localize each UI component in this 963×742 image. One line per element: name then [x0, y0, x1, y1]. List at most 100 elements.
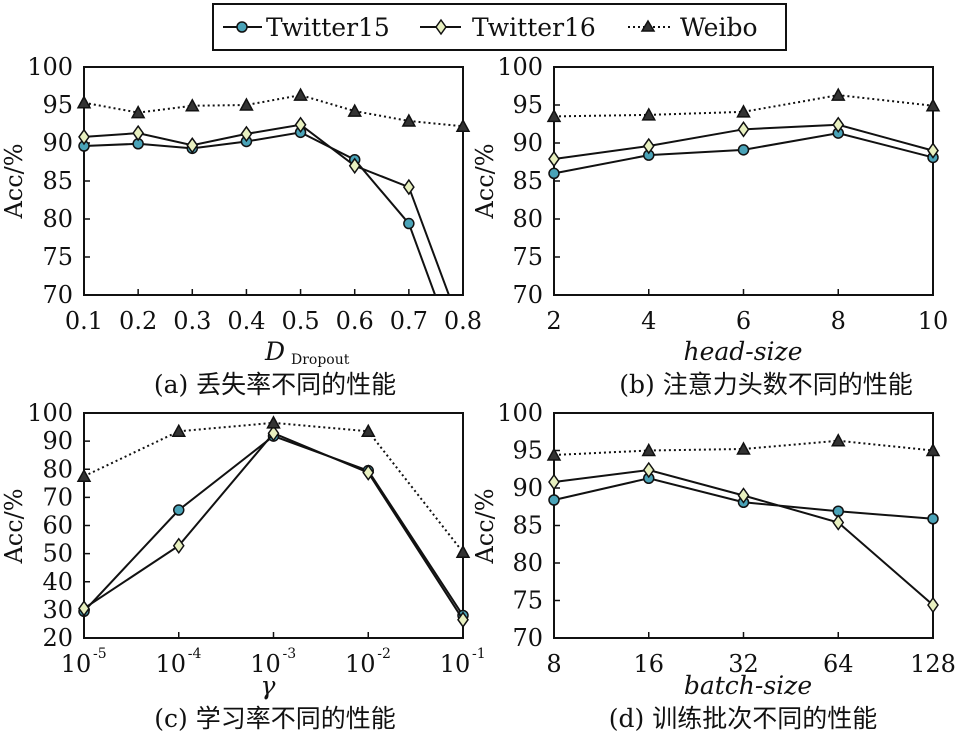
y-tick-label: 60: [42, 512, 73, 540]
data-point-triangle: [266, 415, 281, 429]
plot-frame: [83, 66, 464, 296]
y-tick-label: 100: [27, 399, 73, 427]
data-point-triangle: [293, 87, 308, 101]
x-axis-label: batch-size: [684, 671, 812, 700]
data-point-diamond: [348, 157, 361, 175]
data-point-diamond: [832, 116, 845, 134]
data-point-circle: [548, 494, 560, 506]
data-point-triangle: [76, 95, 92, 109]
legend-label-twitter15: Twitter15: [266, 13, 390, 42]
data-point-diamond: [737, 121, 750, 138]
y-tick-label: 100: [27, 53, 73, 81]
x-tick-label: 0.8: [444, 307, 482, 335]
data-point-triangle: [830, 433, 846, 447]
x-tick-exponent: -3: [283, 646, 297, 662]
x-tick-label: 32: [728, 650, 759, 678]
chart-panel-2: 70 75 80 85 90 95 100 2 4 6 8 10 Acc/% head-size (b) 注…: [471, 53, 948, 399]
data-point-triangle: [347, 103, 362, 117]
data-point-triangle: [455, 544, 471, 558]
x-tick-label: 6: [736, 307, 751, 335]
y-tick-label: 40: [42, 568, 73, 596]
series-line: [83, 434, 464, 617]
series-twitter15: [78, 430, 469, 622]
data-point-diamond: [78, 600, 90, 617]
y-tick-label: 85: [512, 512, 543, 540]
data-point-triangle: [130, 105, 146, 119]
data-point-diamond: [267, 424, 280, 442]
x-tick-label: 0.5: [281, 307, 319, 335]
data-point-diamond: [927, 596, 939, 614]
data-point-triangle: [171, 423, 187, 438]
x-tick-label: 4: [641, 307, 656, 335]
plot-frame: [553, 66, 934, 296]
data-point-diamond: [642, 137, 655, 155]
y-tick-label: 95: [512, 91, 543, 119]
data-point-diamond: [362, 464, 375, 481]
series-line: [553, 439, 934, 456]
data-point-triangle: [925, 98, 941, 112]
series-weibo: [76, 415, 471, 558]
y-tick-label: 75: [512, 243, 543, 271]
series-weibo: [546, 433, 941, 461]
data-point-triangle: [76, 468, 92, 483]
chart-panel-1: 70 75 80 85 90 95 100 0.1 0.2 0.3 0.4 0.5 0.6 0.7 0.8 A…: [0, 53, 482, 399]
series-line: [83, 432, 464, 621]
x-axis-label: D: [264, 337, 285, 366]
panel-caption: (b) 注意力头数不同的性能: [619, 370, 912, 399]
x-tick-label: 8: [546, 650, 561, 678]
x-tick-label: 10: [440, 650, 471, 678]
data-point-triangle: [641, 107, 657, 121]
data-point-triangle: [830, 87, 846, 101]
data-point-triangle: [546, 447, 562, 461]
chart-panel-4: 70 75 80 85 90 95 100 8 16 32 64 128 Acc/% batch-size…: [471, 399, 956, 733]
legend-frame: [212, 3, 787, 51]
data-point-diamond: [832, 514, 845, 531]
x-tick-label: 128: [910, 650, 956, 678]
x-axis-label: head-size: [683, 337, 802, 366]
x-tick-label: 0.4: [227, 307, 265, 335]
data-point-triangle: [641, 442, 657, 457]
x-tick-label: 0.1: [65, 307, 103, 335]
x-tick-label: 10: [155, 650, 186, 678]
x-tick-label: 0.6: [336, 307, 374, 335]
data-point-diamond: [457, 611, 469, 629]
x-tick-label: 0.7: [390, 307, 428, 335]
y-tick-label: 100: [497, 399, 543, 427]
y-tick-label: 50: [42, 540, 73, 568]
panel-caption: (d) 训练批次不同的性能: [609, 704, 877, 733]
data-point-diamond: [737, 487, 750, 504]
series-weibo: [76, 87, 471, 133]
y-tick-label: 90: [512, 474, 543, 502]
data-point-triangle: [239, 97, 254, 111]
legend-marker-triangle: [640, 19, 656, 32]
data-point-triangle: [185, 98, 200, 112]
y-tick-label: 85: [512, 167, 543, 195]
series-line: [83, 131, 437, 295]
series-twitter16: [548, 116, 939, 168]
data-point-diamond: [132, 124, 145, 142]
data-point-triangle: [401, 113, 417, 127]
y-axis-label: Acc/%: [471, 143, 499, 219]
series-twitter16: [548, 461, 939, 614]
data-point-circle: [403, 217, 415, 230]
series-line: [83, 123, 450, 295]
x-tick-label: 64: [823, 650, 854, 678]
data-point-circle: [737, 144, 750, 156]
x-tick-exponent: -4: [188, 646, 202, 662]
series-twitter16: [78, 116, 450, 295]
data-point-diamond: [294, 116, 307, 134]
legend-marker-diamond: [435, 18, 447, 36]
y-tick-label: 90: [42, 427, 73, 455]
y-tick-label: 70: [512, 624, 543, 652]
x-axis-label: γ: [261, 671, 276, 700]
data-point-circle: [927, 513, 939, 525]
data-point-triangle: [360, 423, 376, 438]
data-point-diamond: [642, 461, 655, 479]
y-tick-label: 20: [42, 624, 73, 652]
plot-frame: [83, 412, 464, 639]
data-point-diamond: [240, 125, 253, 143]
data-point-triangle: [736, 104, 751, 118]
x-tick-label: 8: [831, 307, 846, 335]
legend-label-twitter16: Twitter16: [472, 13, 596, 42]
